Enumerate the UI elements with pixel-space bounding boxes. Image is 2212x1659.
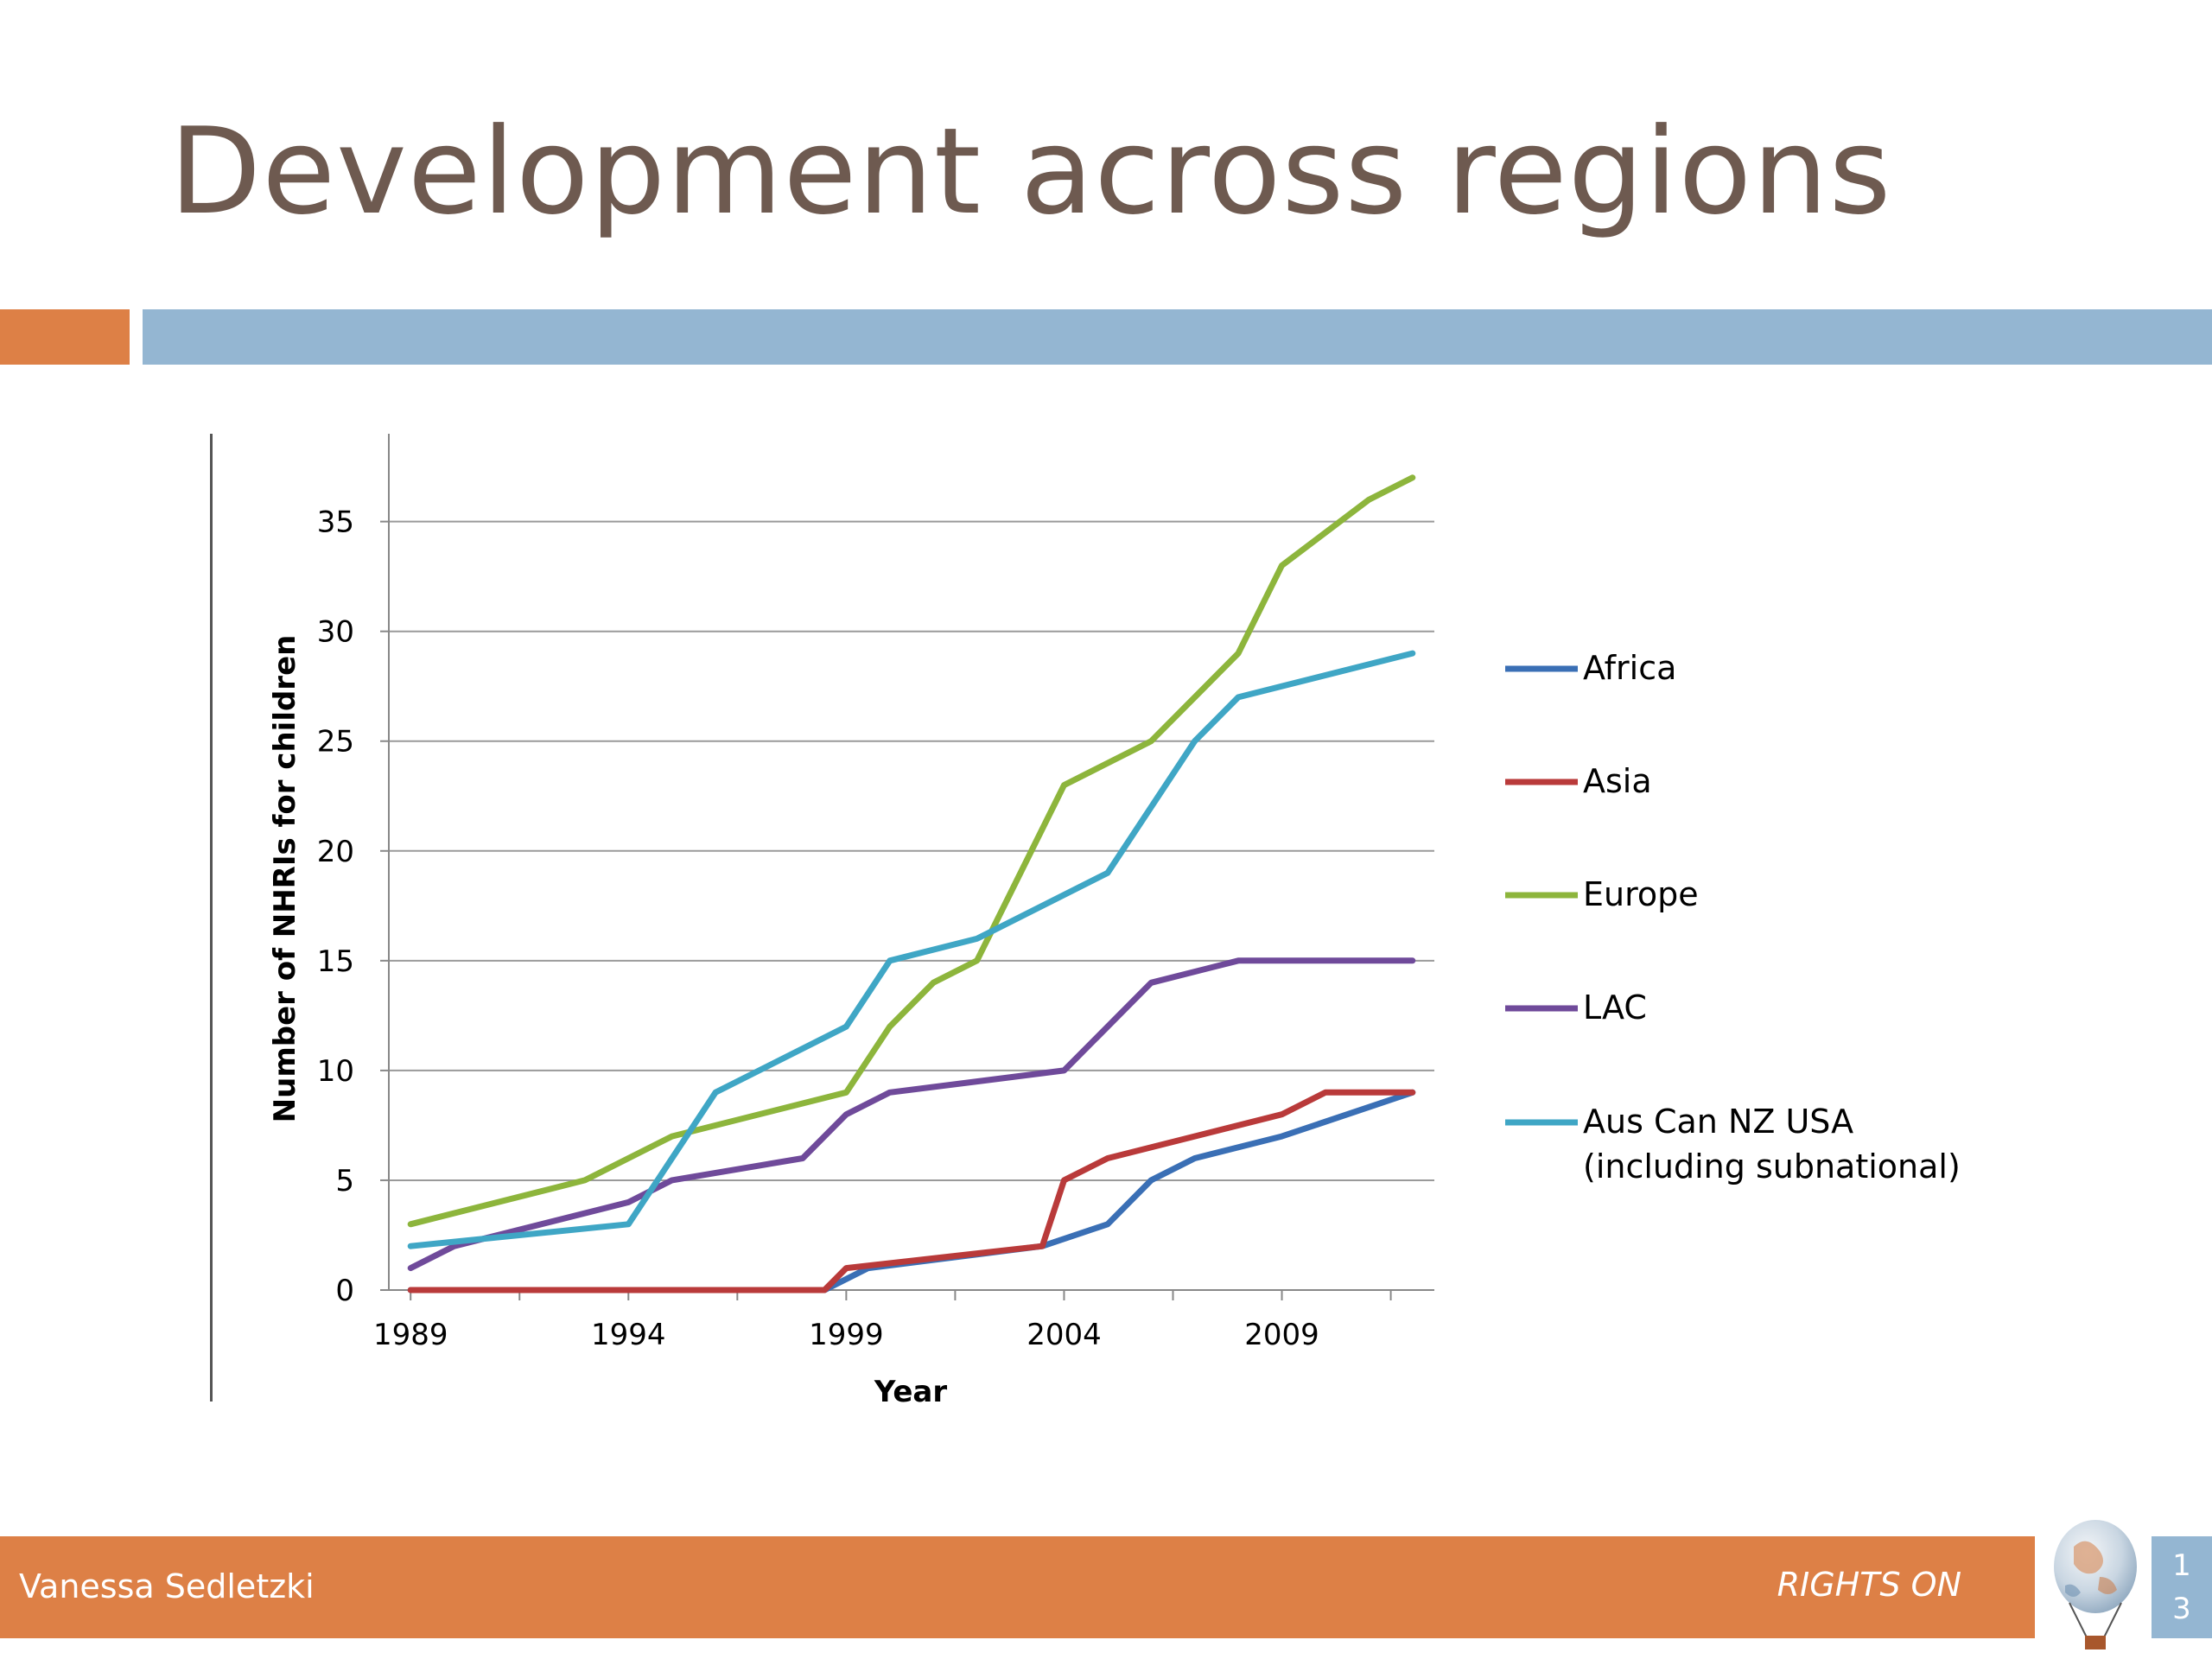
- x-tick-label-2009: 2009: [1244, 1318, 1319, 1352]
- footer-brand: RIGHTS ON: [1777, 1566, 1961, 1604]
- x-tick-label-1994: 1994: [591, 1318, 666, 1352]
- header-accent-blue: [143, 309, 2212, 365]
- y-tick-label-15: 15: [317, 944, 354, 979]
- footer-bar: [0, 1536, 2035, 1638]
- series-line-africa: [407, 1089, 1416, 1294]
- series-lines: [407, 474, 1416, 1294]
- series-line-asia: [407, 1089, 1416, 1294]
- series-line-aus-can-nz-usa: [407, 650, 1416, 1249]
- series-line-lac: [407, 957, 1416, 1272]
- y-tick-label-0: 0: [335, 1274, 354, 1308]
- legend-label-0: Africa: [1583, 649, 1676, 687]
- legend-label-4-line2: (including subnational): [1583, 1147, 1961, 1185]
- y-axis-label: Number of NHRIs for children: [268, 635, 302, 1123]
- y-tick-label-20: 20: [317, 835, 354, 869]
- page-number-top: 1: [2172, 1548, 2191, 1583]
- header-accent-orange: [0, 309, 130, 365]
- page-number: 1 3: [2152, 1536, 2212, 1638]
- x-tick-label-2004: 2004: [1027, 1318, 1102, 1352]
- axes: 0 5 10 15 20 25 30 35 1989 1994 1999 2004 2009: [317, 434, 1434, 1352]
- y-tick-label-25: 25: [317, 725, 354, 760]
- legend-label-2: Europe: [1583, 875, 1699, 913]
- x-axis-label: Year: [874, 1375, 948, 1409]
- legend-label-4: Aus Can NZ USA: [1583, 1103, 1853, 1141]
- footer-author: Vanessa Sedletzki: [19, 1567, 315, 1605]
- y-tick-label-30: 30: [317, 615, 354, 650]
- legend-label-1: Asia: [1583, 762, 1652, 800]
- chart-frame-line: [210, 434, 213, 1402]
- slide-title: Development across regions: [169, 102, 1892, 241]
- legend: Africa Asia Europe LAC Aus Can NZ USA (includ…: [1505, 649, 1961, 1185]
- page-number-bottom: 3: [2172, 1592, 2191, 1626]
- y-tick-label-5: 5: [335, 1164, 354, 1198]
- y-tick-label-35: 35: [317, 505, 354, 540]
- y-tick-label-10: 10: [317, 1054, 354, 1089]
- gridlines: [389, 520, 1434, 1181]
- balloon-logo-icon: [2054, 1520, 2137, 1649]
- x-tick-label-1999: 1999: [809, 1318, 884, 1352]
- x-tick-label-1989: 1989: [373, 1318, 448, 1352]
- legend-label-3: LAC: [1583, 988, 1647, 1027]
- series-line-europe: [407, 474, 1416, 1228]
